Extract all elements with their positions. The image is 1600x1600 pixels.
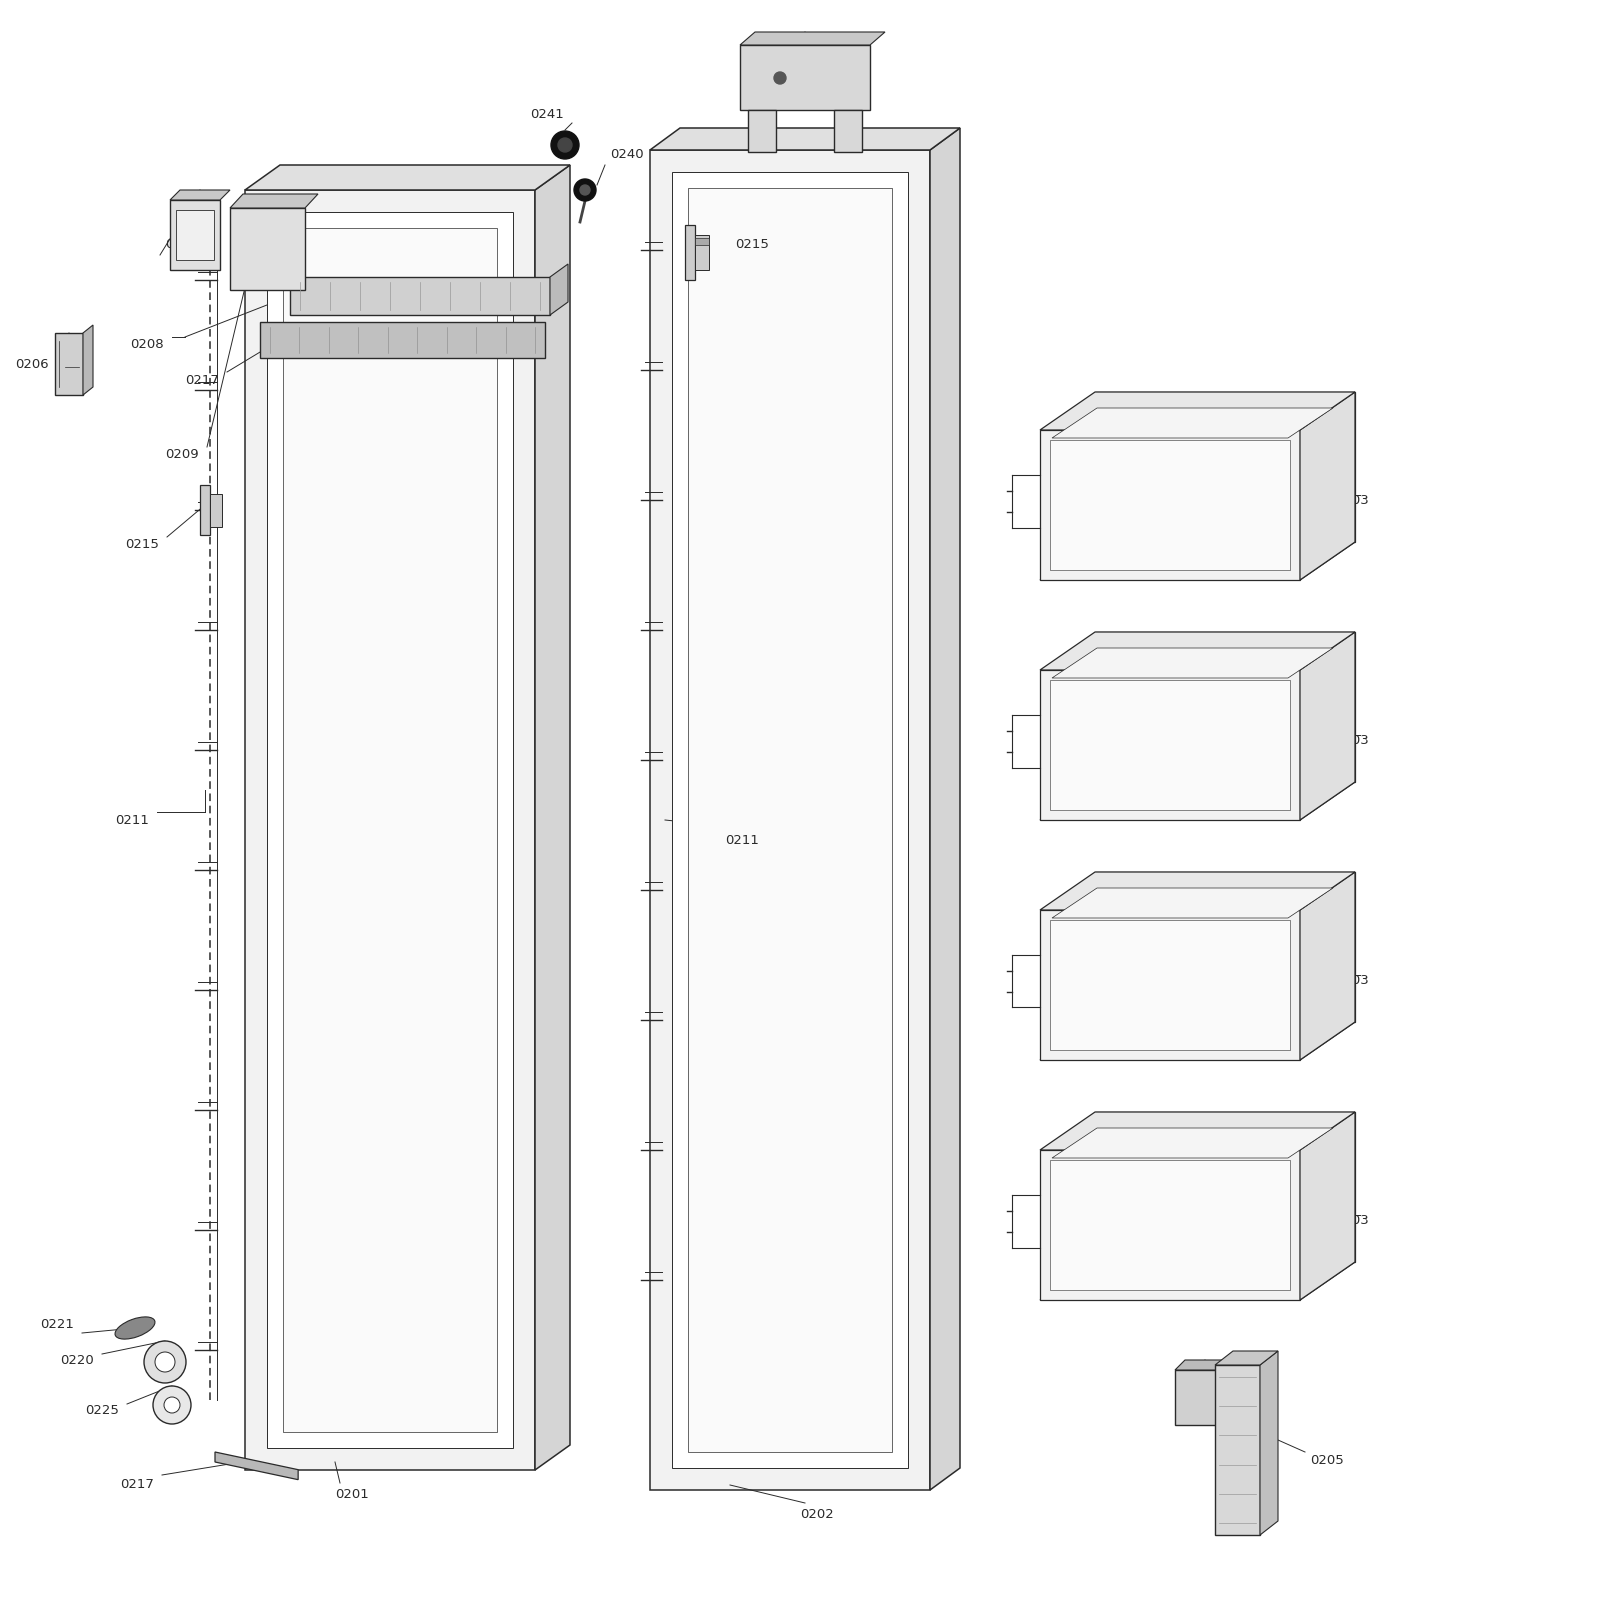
Polygon shape: [1053, 648, 1333, 678]
Polygon shape: [1226, 1360, 1235, 1426]
Text: 0240: 0240: [610, 149, 643, 162]
Polygon shape: [1040, 1022, 1355, 1059]
Polygon shape: [739, 32, 885, 45]
Text: 0220: 0220: [61, 1354, 94, 1366]
Polygon shape: [1094, 392, 1355, 542]
Polygon shape: [1040, 542, 1355, 581]
Polygon shape: [267, 211, 514, 1448]
Polygon shape: [1094, 872, 1355, 1022]
Polygon shape: [672, 171, 909, 1469]
Polygon shape: [1094, 1112, 1355, 1262]
Text: 0208: 0208: [130, 339, 163, 352]
Polygon shape: [1261, 1350, 1278, 1534]
Polygon shape: [1053, 1128, 1333, 1158]
Circle shape: [144, 1341, 186, 1382]
Polygon shape: [245, 190, 534, 1470]
Polygon shape: [1040, 872, 1355, 910]
Polygon shape: [1040, 1112, 1355, 1150]
Polygon shape: [170, 190, 230, 200]
Text: 0217: 0217: [186, 373, 219, 387]
Circle shape: [774, 72, 786, 83]
Text: 0201: 0201: [334, 1488, 368, 1501]
Polygon shape: [1214, 1350, 1278, 1365]
Circle shape: [579, 186, 590, 195]
Polygon shape: [1040, 1150, 1299, 1299]
Text: 0221: 0221: [40, 1318, 74, 1331]
Bar: [176, 210, 214, 259]
Circle shape: [155, 1352, 174, 1371]
Polygon shape: [1299, 392, 1355, 581]
Text: 0205: 0205: [1310, 1453, 1344, 1467]
Text: 0217: 0217: [120, 1478, 154, 1491]
Polygon shape: [650, 128, 960, 150]
Polygon shape: [1040, 632, 1355, 670]
Text: 0209: 0209: [165, 448, 198, 461]
Polygon shape: [283, 227, 498, 1432]
Polygon shape: [83, 325, 93, 395]
Polygon shape: [1174, 1370, 1226, 1426]
Text: 0225: 0225: [85, 1403, 118, 1416]
Polygon shape: [1040, 910, 1299, 1059]
Bar: [749, 110, 776, 152]
Polygon shape: [230, 194, 318, 208]
Polygon shape: [688, 187, 893, 1453]
Polygon shape: [1050, 920, 1290, 1050]
Bar: [290, 277, 550, 315]
Bar: [200, 485, 210, 534]
Bar: [259, 322, 546, 358]
Bar: [54, 333, 83, 395]
Text: 0204: 0204: [1221, 1408, 1254, 1421]
Text: 0215: 0215: [734, 238, 770, 251]
Text: 0212: 0212: [819, 64, 854, 77]
Polygon shape: [1174, 1360, 1235, 1370]
Text: 0203: 0203: [1334, 733, 1368, 747]
Circle shape: [154, 1386, 190, 1424]
Text: 0207: 0207: [165, 238, 198, 251]
Polygon shape: [650, 150, 930, 1490]
Text: 0215: 0215: [125, 539, 158, 552]
Bar: [230, 208, 306, 290]
Bar: [694, 238, 709, 245]
Bar: [1214, 1365, 1261, 1534]
Bar: [694, 235, 709, 270]
Polygon shape: [1050, 440, 1290, 570]
Polygon shape: [245, 165, 570, 190]
Text: 0211: 0211: [725, 834, 758, 846]
Polygon shape: [1040, 1262, 1355, 1299]
Polygon shape: [534, 165, 570, 1470]
Polygon shape: [1053, 408, 1333, 438]
Polygon shape: [1040, 392, 1355, 430]
Bar: [685, 226, 694, 280]
Circle shape: [574, 179, 595, 202]
Text: 0203: 0203: [1334, 493, 1368, 507]
Circle shape: [558, 138, 573, 152]
Circle shape: [165, 1397, 179, 1413]
Text: 0202: 0202: [800, 1509, 834, 1522]
Polygon shape: [1053, 888, 1333, 918]
Polygon shape: [1040, 670, 1299, 819]
Text: 0203: 0203: [1334, 973, 1368, 987]
Polygon shape: [214, 1453, 298, 1480]
Text: 0206: 0206: [14, 358, 48, 371]
Bar: [834, 110, 862, 152]
Polygon shape: [1094, 632, 1355, 782]
Text: 0203: 0203: [1334, 1213, 1368, 1227]
Polygon shape: [1050, 680, 1290, 810]
Polygon shape: [930, 128, 960, 1490]
Bar: [210, 494, 222, 526]
Polygon shape: [550, 264, 568, 315]
Polygon shape: [1040, 430, 1299, 581]
Polygon shape: [1040, 782, 1355, 819]
Bar: [739, 45, 870, 110]
Bar: [170, 200, 221, 270]
Polygon shape: [1299, 872, 1355, 1059]
Text: 0241: 0241: [530, 109, 563, 122]
Circle shape: [550, 131, 579, 158]
Text: 0211: 0211: [115, 813, 149, 827]
Polygon shape: [1050, 1160, 1290, 1290]
Polygon shape: [1299, 632, 1355, 819]
Ellipse shape: [115, 1317, 155, 1339]
Polygon shape: [1299, 1112, 1355, 1299]
